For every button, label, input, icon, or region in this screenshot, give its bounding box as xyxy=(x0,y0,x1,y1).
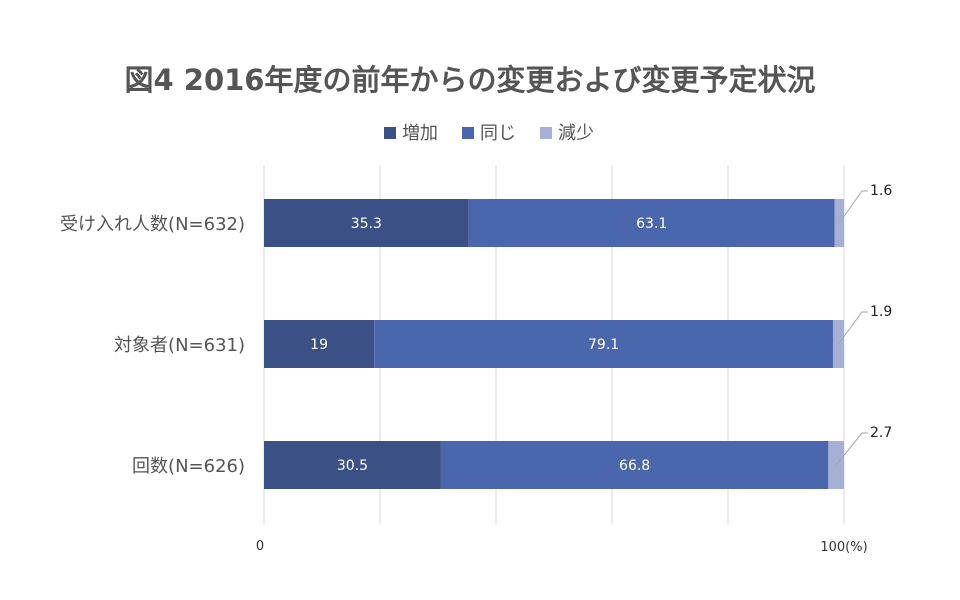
bar-segment xyxy=(264,320,375,368)
data-label: 1.9 xyxy=(870,304,892,320)
data-label: 63.1 xyxy=(636,216,667,232)
legend-swatch xyxy=(540,127,552,139)
legend-label: 増加 xyxy=(402,123,438,144)
bar-segment xyxy=(468,199,835,247)
category-labels: 受け入れ人数(N=632) 対象者(N=631) 回数(N=626) xyxy=(60,214,245,477)
x-tick-label: 0 xyxy=(256,539,264,554)
legend-swatch xyxy=(384,127,396,139)
data-label: 35.3 xyxy=(351,216,382,232)
leader-line xyxy=(838,190,868,224)
category-label: 対象者(N=631) xyxy=(114,335,245,356)
legend-label: 減少 xyxy=(558,123,594,144)
data-label: 79.1 xyxy=(588,337,619,353)
leader-line xyxy=(838,311,868,345)
data-label: 19 xyxy=(310,337,328,353)
chart-title: 図4 2016年度の前年からの変更および変更予定状況 xyxy=(125,63,816,97)
category-label: 回数(N=626) xyxy=(132,456,245,477)
data-label: 30.5 xyxy=(337,458,368,474)
bar-segment xyxy=(264,199,469,247)
x-tick-labels: 0 100(%) xyxy=(256,539,868,555)
data-label: 66.8 xyxy=(619,458,650,474)
data-label: 1.6 xyxy=(870,183,892,199)
bar-segment xyxy=(374,320,833,368)
x-tick-label: 100(%) xyxy=(820,540,867,555)
bar-segment xyxy=(264,441,441,489)
legend: 増加 同じ 減少 xyxy=(384,123,594,144)
legend-swatch xyxy=(462,127,474,139)
bar-segment xyxy=(440,441,829,489)
legend-label: 同じ xyxy=(480,123,516,144)
data-label: 2.7 xyxy=(870,425,892,441)
category-label: 受け入れ人数(N=632) xyxy=(60,214,245,235)
leader-line xyxy=(835,432,868,466)
bars: 35.3 63.1 1.6 19 79.1 1.9 30.5 66.8 2.7 xyxy=(264,183,892,489)
